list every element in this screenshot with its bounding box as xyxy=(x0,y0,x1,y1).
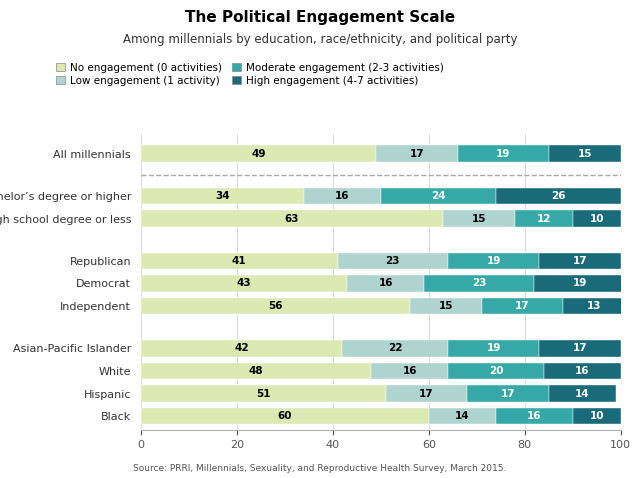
Text: 48: 48 xyxy=(249,366,263,376)
Bar xyxy=(371,363,448,379)
Legend: No engagement (0 activities), Low engagement (1 activity), Moderate engagement (: No engagement (0 activities), Low engage… xyxy=(56,63,444,86)
Bar xyxy=(410,298,482,314)
Text: 43: 43 xyxy=(237,278,252,288)
Bar xyxy=(304,188,381,204)
Bar xyxy=(563,298,626,314)
Bar xyxy=(443,210,515,227)
Bar xyxy=(141,363,371,379)
Bar xyxy=(548,385,616,402)
Text: Source: PRRI, Millennials, Sexuality, and Reproductive Health Survey, March 2015: Source: PRRI, Millennials, Sexuality, an… xyxy=(133,464,507,473)
Text: The Political Engagement Scale: The Political Engagement Scale xyxy=(185,10,455,24)
Bar xyxy=(141,188,304,204)
Bar xyxy=(141,275,348,292)
Text: 51: 51 xyxy=(256,389,271,399)
Text: 42: 42 xyxy=(234,343,249,353)
Text: 22: 22 xyxy=(388,343,403,353)
Bar xyxy=(540,340,621,357)
Bar xyxy=(429,408,496,424)
Text: 14: 14 xyxy=(575,389,589,399)
Bar xyxy=(448,253,540,269)
Bar xyxy=(482,298,563,314)
Bar xyxy=(496,188,621,204)
Bar xyxy=(141,145,376,162)
Text: Among millennials by education, race/ethnicity, and political party: Among millennials by education, race/eth… xyxy=(123,33,517,46)
Text: 63: 63 xyxy=(285,214,300,224)
Bar xyxy=(348,275,424,292)
Text: 17: 17 xyxy=(419,389,434,399)
Bar xyxy=(573,210,621,227)
Bar xyxy=(338,253,448,269)
Text: 17: 17 xyxy=(410,149,424,159)
Text: 19: 19 xyxy=(486,256,500,266)
Text: 15: 15 xyxy=(438,301,453,311)
Bar xyxy=(448,340,540,357)
Text: 34: 34 xyxy=(215,191,230,201)
Bar xyxy=(448,363,544,379)
Text: 15: 15 xyxy=(472,214,486,224)
Text: 16: 16 xyxy=(335,191,349,201)
Bar xyxy=(544,363,621,379)
Text: 41: 41 xyxy=(232,256,246,266)
Bar xyxy=(515,210,573,227)
Text: 15: 15 xyxy=(577,149,592,159)
Bar xyxy=(141,385,385,402)
Text: 19: 19 xyxy=(496,149,510,159)
Text: 16: 16 xyxy=(575,366,589,376)
Text: 23: 23 xyxy=(385,256,400,266)
Text: 13: 13 xyxy=(587,301,602,311)
Text: 12: 12 xyxy=(537,214,551,224)
Text: 60: 60 xyxy=(278,411,292,421)
Bar xyxy=(496,408,573,424)
Text: 56: 56 xyxy=(268,301,282,311)
Bar xyxy=(141,253,338,269)
Text: 49: 49 xyxy=(251,149,266,159)
Bar xyxy=(342,340,448,357)
Text: 16: 16 xyxy=(378,278,393,288)
Bar xyxy=(385,385,467,402)
Bar xyxy=(540,253,621,269)
Bar xyxy=(548,145,621,162)
Bar xyxy=(141,408,429,424)
Bar xyxy=(141,340,342,357)
Bar xyxy=(381,188,496,204)
Text: 17: 17 xyxy=(573,256,588,266)
Bar xyxy=(141,298,410,314)
Bar xyxy=(467,385,548,402)
Text: 10: 10 xyxy=(589,214,604,224)
Text: 16: 16 xyxy=(403,366,417,376)
Text: 19: 19 xyxy=(573,278,587,288)
Text: 26: 26 xyxy=(551,191,566,201)
Text: 23: 23 xyxy=(472,278,486,288)
Bar xyxy=(376,145,458,162)
Bar xyxy=(424,275,534,292)
Text: 14: 14 xyxy=(455,411,470,421)
Bar xyxy=(458,145,549,162)
Text: 17: 17 xyxy=(500,389,515,399)
Bar xyxy=(534,275,626,292)
Bar xyxy=(141,210,443,227)
Text: 10: 10 xyxy=(589,411,604,421)
Text: 17: 17 xyxy=(573,343,588,353)
Text: 20: 20 xyxy=(489,366,503,376)
Text: 24: 24 xyxy=(431,191,445,201)
Text: 19: 19 xyxy=(486,343,500,353)
Text: 16: 16 xyxy=(527,411,541,421)
Bar xyxy=(573,408,621,424)
Text: 17: 17 xyxy=(515,301,530,311)
